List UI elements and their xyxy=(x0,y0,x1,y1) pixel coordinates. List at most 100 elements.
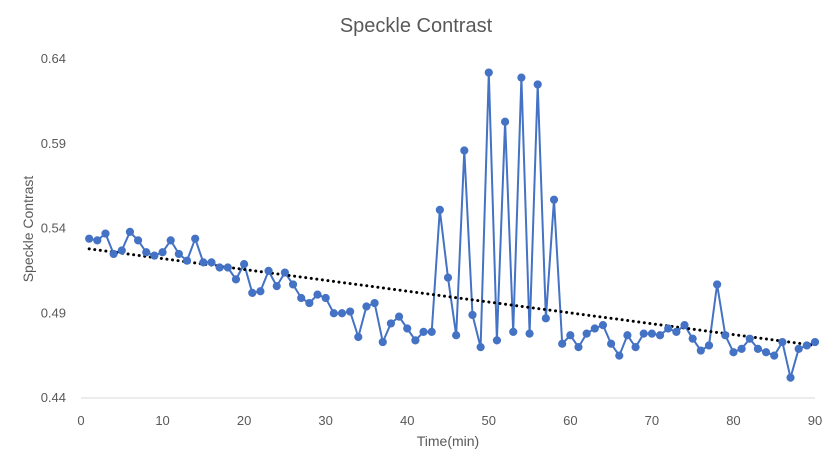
data-point xyxy=(517,73,526,82)
data-point xyxy=(452,331,461,340)
data-point xyxy=(468,310,477,320)
x-tick-label: 30 xyxy=(318,413,332,428)
data-point xyxy=(297,293,306,303)
data-point xyxy=(704,341,714,350)
data-point xyxy=(566,331,575,340)
data-point xyxy=(288,280,298,289)
data-point xyxy=(443,273,453,282)
data-point xyxy=(664,324,673,333)
data-point xyxy=(590,324,599,333)
data-point xyxy=(427,327,436,336)
data-point xyxy=(574,343,583,352)
data-points xyxy=(85,68,820,382)
trendline-group xyxy=(87,247,817,347)
data-point xyxy=(158,248,167,257)
data-point xyxy=(231,275,241,284)
data-point xyxy=(182,256,192,265)
data-point xyxy=(770,351,779,360)
data-point xyxy=(688,334,697,343)
data-point xyxy=(248,288,257,298)
data-point xyxy=(166,236,175,245)
data-point xyxy=(509,327,518,336)
data-point xyxy=(362,302,371,311)
data-point xyxy=(394,312,404,321)
data-point xyxy=(802,341,811,350)
data-point xyxy=(533,80,542,89)
data-point xyxy=(582,329,591,338)
y-axis-label: Speckle Contrast xyxy=(20,176,36,283)
trendline xyxy=(87,247,817,347)
y-tick-label: 0.44 xyxy=(41,390,66,405)
data-point xyxy=(810,337,820,347)
data-point xyxy=(541,314,550,323)
x-tick-label: 10 xyxy=(155,413,169,428)
data-point xyxy=(745,334,754,343)
data-point xyxy=(778,337,787,347)
data-point xyxy=(354,332,363,342)
data-point xyxy=(729,348,738,357)
data-point xyxy=(615,351,624,360)
data-point xyxy=(737,344,746,353)
data-point xyxy=(672,327,681,336)
data-point xyxy=(313,290,322,299)
data-point xyxy=(223,263,232,272)
x-tick-label: 90 xyxy=(808,413,822,428)
x-tick-labels: 0 10 20 30 40 50 60 70 80 90 xyxy=(77,413,822,428)
data-point xyxy=(435,205,444,214)
x-axis-label: Time(min) xyxy=(417,433,479,449)
data-point xyxy=(191,234,200,243)
data-point xyxy=(623,331,632,340)
x-tick-label: 0 xyxy=(77,413,84,428)
x-tick-label: 80 xyxy=(726,413,740,428)
data-point xyxy=(607,339,616,348)
data-point xyxy=(174,249,183,259)
data-point xyxy=(109,249,118,259)
data-point xyxy=(647,329,656,338)
data-point xyxy=(794,344,803,353)
x-tick-label: 60 xyxy=(563,413,577,428)
data-point xyxy=(85,234,94,243)
data-point xyxy=(240,259,249,269)
data-point xyxy=(321,293,330,303)
data-point xyxy=(525,329,534,338)
y-tick-label: 0.49 xyxy=(41,305,66,320)
data-point xyxy=(753,344,763,353)
x-tick-label: 50 xyxy=(482,413,496,428)
data-point xyxy=(721,331,730,340)
data-point xyxy=(386,319,396,328)
chart-title: Speckle Contrast xyxy=(340,15,493,37)
data-point xyxy=(272,282,281,291)
data-point xyxy=(786,373,795,382)
data-point xyxy=(639,329,648,338)
data-point xyxy=(631,343,640,352)
data-point xyxy=(346,307,355,316)
data-point xyxy=(305,298,314,308)
y-tick-label: 0.59 xyxy=(41,136,66,151)
data-point xyxy=(655,331,665,340)
data-point xyxy=(207,258,216,267)
data-point xyxy=(549,195,559,204)
data-point xyxy=(492,336,502,345)
data-point xyxy=(370,298,379,308)
data-point xyxy=(476,343,485,352)
data-point xyxy=(484,68,493,77)
data-point xyxy=(150,251,159,260)
data-point xyxy=(696,346,705,355)
data-point xyxy=(761,348,771,357)
data-point xyxy=(378,337,387,347)
data-point xyxy=(256,287,265,296)
x-tick-label: 40 xyxy=(400,413,414,428)
data-point xyxy=(199,258,208,267)
data-point xyxy=(558,339,567,348)
x-tick-label: 20 xyxy=(237,413,251,428)
data-point xyxy=(419,327,428,336)
data-point xyxy=(713,280,722,289)
data-point xyxy=(125,227,135,236)
data-point xyxy=(101,229,110,238)
data-point xyxy=(142,248,151,257)
data-point xyxy=(337,309,347,318)
data-point xyxy=(598,321,608,330)
data-point xyxy=(460,146,469,155)
